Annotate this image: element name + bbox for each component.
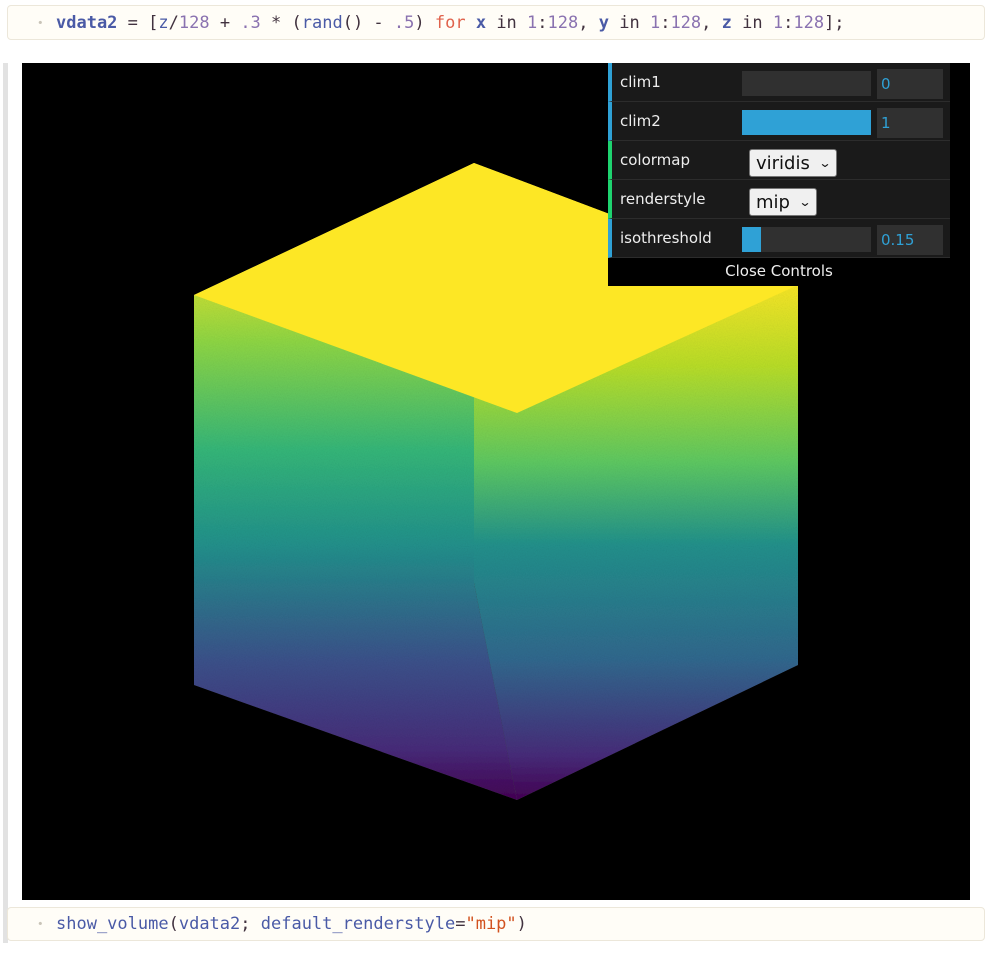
- code-token: ): [516, 914, 527, 934]
- isothreshold-slider[interactable]: [742, 227, 871, 252]
- code-token: [466, 13, 476, 33]
- code-token: 1: [649, 12, 661, 33]
- renderstyle-select[interactable]: mip ⌄: [749, 188, 818, 216]
- code-token: * (: [260, 12, 302, 33]
- control-colormap[interactable]: colormap viridis ⌄: [608, 141, 950, 180]
- renderstyle-selected-value: mip: [756, 191, 790, 213]
- code-token: 1: [772, 12, 784, 33]
- volume-render[interactable]: [22, 63, 970, 900]
- code-token: in: [608, 12, 650, 33]
- isothreshold-slider-fill: [742, 227, 762, 252]
- clim2-slider[interactable]: [742, 110, 871, 135]
- code-token: :: [660, 12, 671, 33]
- code-token: vdata2: [178, 914, 241, 934]
- clim2-slider-fill: [742, 110, 871, 135]
- code-token: y: [598, 12, 609, 33]
- control-isothreshold[interactable]: isothreshold 0.15: [608, 219, 950, 258]
- code-token: 128: [178, 12, 210, 33]
- chevron-down-icon: ⌄: [818, 156, 832, 170]
- code-line[interactable]: vdata2 = [z/128 + .3 * (rand() - .5) for…: [56, 13, 845, 33]
- cell-bullet: •: [37, 917, 44, 931]
- output-cell-indicator: [3, 63, 8, 943]
- code-line[interactable]: show_volume(vdata2; default_renderstyle=…: [56, 914, 527, 934]
- colormap-selected-value: viridis: [756, 152, 810, 174]
- code-token: .3: [240, 12, 261, 33]
- code-token: 128: [670, 12, 702, 33]
- code-token: ;: [240, 914, 261, 934]
- code-token: ,: [701, 12, 722, 33]
- code-token: in: [731, 12, 773, 33]
- cell-bullet: •: [37, 16, 44, 29]
- code-token: (: [168, 914, 179, 934]
- isothreshold-label: isothreshold: [620, 229, 712, 247]
- clim2-label: clim2: [620, 112, 661, 130]
- code-token: rand: [301, 12, 343, 33]
- code-cell-bottom[interactable]: • show_volume(vdata2; default_renderstyl…: [7, 907, 985, 941]
- control-clim1[interactable]: clim1 0: [608, 63, 950, 102]
- code-token: = [: [117, 12, 159, 33]
- code-token: ,: [578, 12, 599, 33]
- code-token: 128: [547, 12, 579, 33]
- clim2-number-input[interactable]: 1: [877, 108, 943, 138]
- code-token: :: [783, 12, 794, 33]
- code-token: ): [414, 12, 435, 33]
- close-controls-button[interactable]: Close Controls: [608, 258, 950, 286]
- colormap-select[interactable]: viridis ⌄: [749, 149, 837, 177]
- code-token: 128: [793, 12, 825, 33]
- code-token: =: [455, 914, 466, 934]
- colormap-label: colormap: [620, 151, 690, 169]
- code-token: z: [158, 12, 169, 33]
- code-token: show_volume: [56, 914, 169, 934]
- code-cell-top[interactable]: • vdata2 = [z/128 + .3 * (rand() - .5) f…: [7, 5, 985, 40]
- code-token: () -: [342, 12, 394, 33]
- code-token: :: [537, 12, 548, 33]
- code-token: .5: [393, 12, 415, 33]
- clim1-number-input[interactable]: 0: [877, 69, 943, 99]
- code-token: "mip": [465, 914, 517, 934]
- code-token: x: [475, 12, 487, 33]
- code-token: ];: [824, 12, 845, 33]
- isothreshold-number-input[interactable]: 0.15: [877, 225, 943, 255]
- clim1-label: clim1: [620, 73, 661, 91]
- renderstyle-label: renderstyle: [620, 190, 706, 208]
- chevron-down-icon: ⌄: [798, 195, 812, 209]
- code-token: in: [486, 12, 528, 33]
- control-renderstyle[interactable]: renderstyle mip ⌄: [608, 180, 950, 219]
- code-token: /: [168, 12, 179, 33]
- cube-top-face: [194, 163, 798, 413]
- clim1-slider[interactable]: [742, 71, 871, 96]
- code-token: z: [721, 12, 732, 33]
- code-token: +: [209, 12, 241, 33]
- code-token: 1: [527, 12, 538, 33]
- control-clim2[interactable]: clim2 1: [608, 102, 950, 141]
- code-token: vdata2: [56, 12, 118, 33]
- code-token: default_renderstyle: [260, 914, 456, 934]
- volume-viewer[interactable]: clim1 0 clim2 1 colormap viridis ⌄ rende…: [22, 63, 970, 900]
- code-token: for: [434, 12, 466, 33]
- controls-panel: clim1 0 clim2 1 colormap viridis ⌄ rende…: [608, 63, 950, 286]
